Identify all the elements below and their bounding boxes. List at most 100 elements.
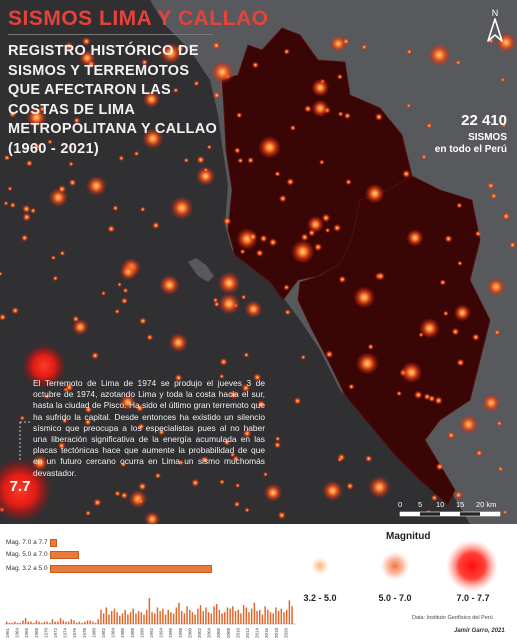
author-credit: Jamir Garro, 2021 (454, 628, 505, 634)
quake-marker (486, 277, 506, 297)
histogram-year-label: 2016 (264, 627, 269, 638)
data-source: Data: Instituto Geofísico del Perú (412, 615, 493, 621)
histogram-bar (22, 620, 24, 624)
quake-marker (217, 271, 241, 295)
quake-marker (274, 436, 281, 442)
histogram-bar (250, 608, 253, 624)
histogram-year-label: 2008 (226, 627, 231, 638)
quake-marker (139, 317, 147, 325)
legend-circle-medium (380, 551, 410, 581)
quake-marker (174, 373, 183, 382)
histogram-bar (151, 612, 153, 624)
mag-bar (50, 565, 212, 573)
quake-marker (175, 44, 185, 53)
quake-marker (212, 91, 221, 99)
histogram-bar (11, 622, 13, 624)
histogram-bar (213, 606, 215, 624)
quake-marker (248, 232, 258, 242)
quake-marker (367, 343, 374, 350)
histogram-bar (224, 612, 226, 624)
quake-marker-1974 (22, 344, 66, 388)
quake-marker (487, 181, 495, 190)
quake-marker (52, 275, 59, 282)
quake-marker (283, 284, 290, 291)
quake-marker (343, 112, 351, 120)
histogram-year-label: 1988 (130, 627, 135, 638)
quake-marker (258, 135, 282, 159)
histogram-year-label: 2014 (255, 627, 260, 638)
quake-marker (57, 441, 66, 450)
quake-marker (233, 147, 241, 154)
quake-marker (196, 155, 205, 165)
mag-bar-label: Mag. 5.0 a 7.0 (6, 551, 48, 558)
quake-marker (84, 405, 93, 414)
quake-marker-magnitude (0, 458, 52, 522)
quake-marker (353, 286, 376, 309)
quake-marker (142, 90, 161, 109)
histogram-bar (127, 614, 129, 624)
quake-marker (222, 216, 232, 226)
histogram-year-label: 1998 (178, 627, 183, 638)
quake-marker (33, 143, 41, 150)
quake-marker (64, 41, 74, 51)
histogram-bar (132, 608, 134, 624)
histogram-bar (234, 611, 237, 624)
quake-marker (325, 350, 334, 359)
quake-marker (203, 167, 209, 173)
map-panel: SISMOS LIMA Y CALLAO REGISTRO HISTÓRICO … (0, 0, 517, 524)
histogram-year-label: 1990 (139, 627, 144, 638)
quake-marker (101, 290, 106, 296)
histogram-bar (75, 622, 78, 624)
histogram-bar (162, 608, 164, 624)
quake-marker (419, 318, 440, 339)
histogram-bar (180, 611, 183, 624)
quake-marker (447, 431, 456, 440)
quake-marker (193, 80, 200, 87)
quake-marker (337, 111, 344, 117)
quake-marker (263, 483, 283, 503)
histogram-bar (264, 606, 266, 624)
quake-marker (456, 358, 465, 367)
quake-marker (364, 454, 373, 463)
quake-marker (396, 390, 402, 397)
histogram-bar (261, 614, 264, 624)
quake-marker (47, 139, 53, 145)
histogram-bar (40, 622, 43, 624)
histogram-bar (259, 609, 261, 624)
quake-marker (406, 103, 412, 109)
quake-marker (138, 482, 147, 491)
histogram-year-label: 1980 (91, 627, 96, 638)
histogram-year-label: 1986 (120, 627, 125, 638)
histogram-bar (154, 613, 156, 624)
scale-tick: 5 (418, 500, 423, 509)
histogram-bar (248, 612, 250, 624)
quake-marker (361, 43, 368, 51)
legend-circle-large (446, 540, 498, 592)
histogram-bar (202, 611, 204, 624)
histogram-year-label: 1970 (43, 627, 48, 638)
quake-marker (333, 223, 342, 232)
quake-marker (233, 500, 241, 508)
quake-marker (201, 455, 209, 464)
quake-marker (455, 59, 462, 66)
histogram-bar (183, 613, 186, 624)
north-arrow-icon: N (485, 7, 505, 45)
histogram-bar (113, 608, 116, 624)
quake-marker (79, 49, 96, 67)
quake-marker (428, 394, 436, 403)
histogram-bar (207, 612, 210, 624)
quake-marker (159, 274, 180, 296)
quake-marker (290, 239, 315, 264)
histogram-bar (172, 613, 175, 624)
histogram-bar (129, 612, 132, 624)
quake-marker (8, 110, 17, 118)
quake-marker (114, 490, 121, 497)
quake-marker (244, 507, 250, 513)
histogram-year-label: 1992 (149, 627, 154, 638)
histogram-bar (54, 621, 56, 624)
quake-marker (406, 48, 413, 55)
histogram-bar (62, 620, 64, 624)
histogram-bar (49, 622, 51, 624)
quake-marker (435, 462, 444, 471)
